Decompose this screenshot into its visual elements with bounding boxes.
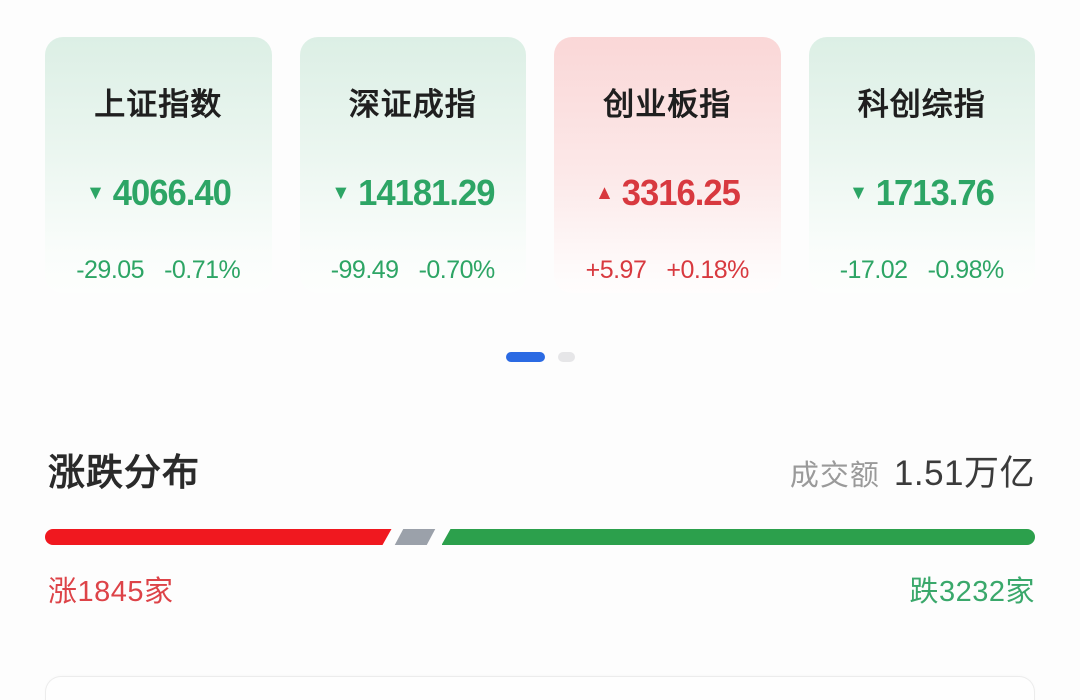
- index-change: +5.97: [585, 256, 647, 284]
- carousel-dots: [0, 352, 1080, 362]
- carousel-dot-active[interactable]: [505, 352, 545, 362]
- index-change-percent: -0.98%: [927, 256, 1005, 284]
- bar-decliners-segment: [441, 529, 1035, 545]
- index-price-row: ▼ 14181.29: [331, 172, 495, 214]
- turnover-value: 1.51万亿: [893, 454, 1035, 493]
- index-change-row: -29.05 -0.71%: [76, 256, 241, 285]
- index-price: 4066.40: [112, 172, 231, 213]
- index-card-shenzhen-component[interactable]: 深证成指 ▼ 14181.29 -99.49 -0.70%: [299, 37, 526, 293]
- index-name: 上证指数: [94, 87, 223, 122]
- down-triangle-icon: ▼: [849, 181, 869, 204]
- index-card-star-composite[interactable]: 科创综指 ▼ 1713.76 -17.02 -0.98%: [808, 37, 1035, 293]
- index-change-row: +5.97 +0.18%: [585, 256, 750, 285]
- down-triangle-icon: ▼: [85, 181, 105, 204]
- index-price: 3316.25: [621, 172, 740, 213]
- carousel-dot[interactable]: [557, 352, 575, 362]
- next-section-divider: [45, 676, 1035, 700]
- index-change-percent: +0.18%: [666, 256, 749, 284]
- index-card-shanghai-composite[interactable]: 上证指数 ▼ 4066.40 -29.05 -0.71%: [45, 37, 272, 293]
- index-price-row: ▼ 4066.40: [85, 172, 232, 214]
- index-name: 深证成指: [348, 87, 477, 122]
- index-price: 14181.29: [357, 172, 495, 213]
- advancers-count-label: 涨1845家: [48, 576, 174, 608]
- advance-decline-bar: [45, 529, 1035, 545]
- index-name: 创业板指: [603, 87, 732, 122]
- index-change-row: -99.49 -0.70%: [330, 256, 496, 285]
- index-change-percent: -0.70%: [418, 256, 496, 284]
- index-change: -17.02: [839, 256, 908, 284]
- index-price: 1713.76: [875, 172, 995, 213]
- index-cards-row: 上证指数 ▼ 4066.40 -29.05 -0.71% 深证成指 ▼ 1418…: [45, 37, 1035, 293]
- bar-flat-segment: [394, 529, 435, 545]
- section-title: 涨跌分布: [48, 452, 200, 493]
- index-change-row: -17.02 -0.98%: [839, 256, 1005, 285]
- decliners-count-label: 跌3232家: [909, 576, 1035, 608]
- up-triangle-icon: ▲: [594, 181, 614, 204]
- turnover-label: 成交额: [789, 460, 880, 492]
- index-card-chinext[interactable]: 创业板指 ▲ 3316.25 +5.97 +0.18%: [554, 37, 781, 293]
- down-triangle-icon: ▼: [331, 181, 351, 204]
- bar-advancers-segment: [45, 529, 392, 545]
- advance-decline-labels: 涨1845家 跌3232家: [48, 568, 1035, 610]
- index-change: -29.05: [76, 256, 145, 284]
- distribution-header: 涨跌分布 成交额 1.51万亿: [48, 442, 1035, 496]
- index-price-row: ▲ 3316.25: [594, 172, 741, 214]
- index-change: -99.49: [330, 256, 399, 284]
- turnover: 成交额 1.51万亿: [790, 445, 1035, 496]
- index-change-percent: -0.71%: [164, 256, 241, 284]
- index-price-row: ▼ 1713.76: [849, 172, 995, 214]
- index-name: 科创综指: [857, 87, 986, 122]
